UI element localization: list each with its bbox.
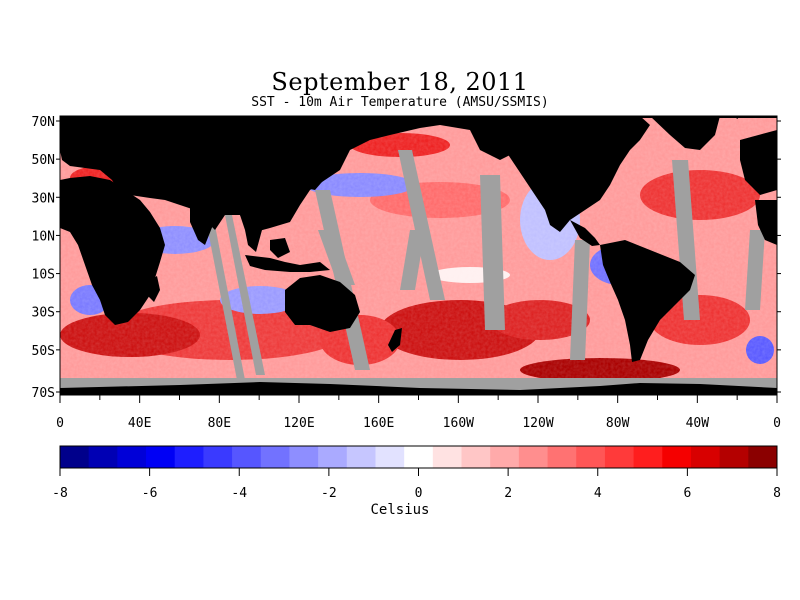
india [190, 205, 215, 245]
colorbar: -8 -6 -4 -2 0 2 4 6 8 [52, 445, 781, 501]
africa-west [755, 200, 777, 245]
colorbar-swatch [432, 446, 463, 468]
latitude-axis: 70N 50N 30N 10N 10S 30S 50S 70S [32, 115, 781, 401]
longitude-axis: 0 40E 80E 120E 160E 160W 120W 80W 40W 0 [56, 116, 781, 431]
eurasia [60, 116, 777, 232]
colorbar-tick-label: 6 [683, 486, 691, 501]
lon-label: 160E [363, 416, 394, 431]
indonesia [245, 255, 330, 272]
lon-label: 80E [208, 416, 231, 431]
lat-label: 50N [32, 153, 55, 168]
colorbar-swatch [633, 446, 663, 468]
new-zealand [388, 328, 402, 352]
europe-west [740, 130, 777, 195]
colorbar-swatch [318, 446, 348, 468]
lon-label: 120W [522, 416, 553, 431]
colorbar-swatch [375, 446, 405, 468]
continents [60, 116, 777, 362]
lat-label: 10N [32, 229, 55, 244]
colorbar-swatch [346, 446, 376, 468]
lat-label: 30S [32, 306, 55, 321]
lon-label: 40E [128, 416, 151, 431]
greenland [650, 116, 720, 150]
colorbar-swatch [117, 446, 147, 468]
colorbar-unit-label: Celsius [370, 502, 430, 518]
colorbar-swatch [719, 446, 749, 468]
africa [60, 176, 165, 325]
indochina [240, 212, 262, 252]
colorbar-swatch [604, 446, 635, 468]
lon-label: 40W [686, 416, 710, 431]
colorbar-swatch [547, 446, 577, 468]
lon-label: 160W [443, 416, 474, 431]
colorbar-swatch [260, 446, 290, 468]
colorbar-swatch [404, 446, 434, 468]
colorbar-swatch [60, 446, 90, 468]
north-america [498, 116, 650, 232]
colorbar-swatch [146, 446, 176, 468]
lon-label: 120E [283, 416, 314, 431]
colorbar-tick-label: 4 [594, 486, 602, 501]
australia [285, 275, 360, 332]
colorbar-swatch [174, 446, 204, 468]
colorbar-swatch [490, 446, 520, 468]
lon-label: 80W [606, 416, 630, 431]
colorbar-swatch [88, 446, 118, 468]
colorbar-swatch [461, 446, 491, 468]
colorbar-swatch [662, 446, 692, 468]
colorbar-tick-label: -8 [52, 486, 68, 501]
lat-label: 10S [32, 268, 55, 283]
madagascar [148, 276, 160, 302]
japan [305, 168, 328, 190]
map-title: September 18, 2011 [271, 68, 529, 96]
colorbar-swatch [203, 446, 233, 468]
colorbar-swatch [232, 446, 262, 468]
colorbar-swatch [748, 446, 778, 468]
colorbar-tick-label: -4 [231, 486, 247, 501]
colorbar-swatch [289, 446, 319, 468]
borneo [270, 238, 290, 258]
central-america [570, 220, 600, 246]
colorbar-tick-label: 8 [773, 486, 781, 501]
colorbar-swatch [690, 446, 721, 468]
lat-label: 50S [32, 344, 55, 359]
colorbar-tick-label: -6 [142, 486, 158, 501]
lat-label: 70N [32, 115, 55, 130]
lat-label: 30N [32, 191, 55, 206]
no-data-swaths [205, 150, 765, 380]
colorbar-tick-label: 2 [504, 486, 512, 501]
colorbar-swatch [576, 446, 606, 468]
colorbar-tick-label: -2 [321, 486, 337, 501]
colorbar-tick-label: 0 [415, 486, 423, 501]
lon-label: 0 [56, 416, 64, 431]
map-subtitle: SST - 10m Air Temperature (AMSU/SSMIS) [251, 95, 549, 110]
lat-label: 70S [32, 386, 55, 401]
lon-label: 0 [773, 416, 781, 431]
colorbar-swatch [518, 446, 549, 468]
antarctica [60, 382, 777, 395]
south-america [600, 240, 695, 362]
